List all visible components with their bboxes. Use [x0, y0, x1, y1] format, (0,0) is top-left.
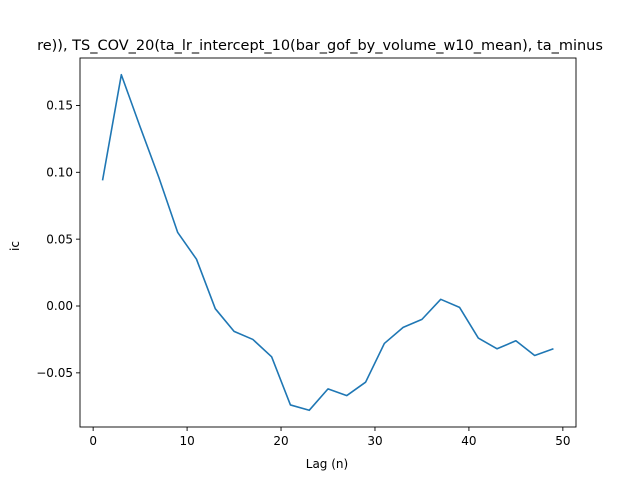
y-tick-label: 0.10 [46, 166, 73, 180]
x-tick-label: 50 [555, 434, 570, 448]
y-tick-label: 0.15 [46, 99, 73, 113]
x-tick-label: 20 [273, 434, 288, 448]
x-axis-label: Lag (n) [306, 457, 348, 471]
x-tick-label: 10 [179, 434, 194, 448]
plot-frame [79, 57, 577, 428]
chart-title: re)), TS_COV_20(ta_lr_intercept_10(bar_g… [37, 38, 603, 54]
x-axis: 0 10 20 30 40 50 [89, 427, 570, 448]
y-tick-label: −0.05 [36, 366, 73, 380]
y-axis: −0.05 0.00 0.05 0.10 0.15 [36, 99, 80, 380]
y-axis-label: ic [8, 241, 22, 251]
y-tick-label: 0.00 [46, 299, 73, 313]
series-line [101, 73, 554, 412]
x-tick-label: 0 [89, 434, 97, 448]
x-tick-label: 40 [461, 434, 476, 448]
x-tick-label: 30 [367, 434, 382, 448]
y-tick-label: 0.05 [46, 232, 73, 246]
series-layer [101, 73, 554, 412]
